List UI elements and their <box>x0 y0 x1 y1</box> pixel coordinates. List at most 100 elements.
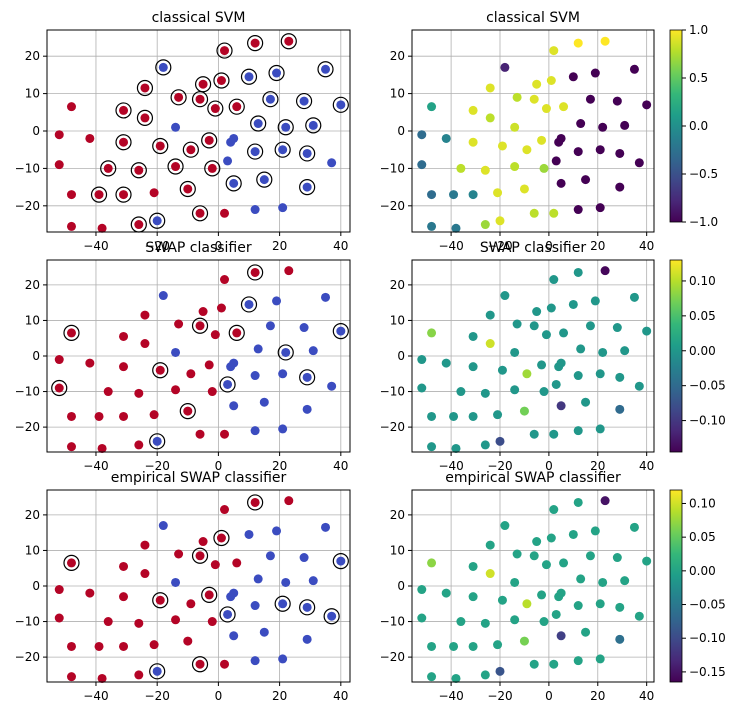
colorbar-tick-label: 0.0 <box>689 119 708 133</box>
support-vector-ring <box>201 586 218 603</box>
support-vector-ring <box>299 599 316 616</box>
data-point <box>232 558 242 568</box>
support-vector-ring <box>149 663 166 680</box>
data-point <box>204 590 214 600</box>
data-point <box>585 94 595 104</box>
data-point <box>259 627 269 637</box>
data-point <box>229 178 239 188</box>
data-point <box>581 397 591 407</box>
data-point <box>468 641 478 651</box>
data-point <box>549 659 559 669</box>
data-point <box>417 130 427 140</box>
support-vector-ring <box>262 91 279 108</box>
data-point <box>519 406 529 416</box>
panel-title: SWAP classifier <box>145 240 252 256</box>
y-tick-label: 0 <box>32 349 40 363</box>
data-point <box>97 443 107 453</box>
data-point <box>195 208 205 218</box>
data-point <box>134 440 144 450</box>
data-point <box>278 369 288 379</box>
data-point <box>590 296 600 306</box>
y-tick-label: 10 <box>25 87 40 101</box>
data-point <box>417 383 427 393</box>
data-point <box>229 631 239 641</box>
data-point <box>539 387 549 397</box>
x-tick-label: 0 <box>215 689 223 703</box>
data-point <box>427 641 437 651</box>
data-point <box>54 613 64 623</box>
support-vector-ring <box>152 592 169 609</box>
data-point <box>223 156 233 166</box>
data-point <box>103 387 113 397</box>
data-point <box>198 307 208 317</box>
data-point <box>480 165 490 175</box>
data-point <box>427 442 437 452</box>
data-point <box>456 387 466 397</box>
data-point <box>485 83 495 93</box>
data-point <box>223 379 233 389</box>
x-tick-label: 20 <box>590 459 605 473</box>
data-point <box>250 38 260 48</box>
data-point <box>451 443 461 453</box>
data-point <box>327 381 337 391</box>
data-point <box>537 590 547 600</box>
data-point <box>250 601 260 611</box>
data-point <box>302 634 312 644</box>
data-point <box>495 436 505 446</box>
data-point <box>510 577 520 587</box>
support-vector-ring <box>170 89 187 106</box>
data-point <box>642 100 652 110</box>
x-tick-label: 20 <box>272 689 287 703</box>
data-point <box>198 79 208 89</box>
data-point <box>441 588 451 598</box>
y-tick-label: 20 <box>390 508 405 522</box>
data-point <box>302 602 312 612</box>
x-tick-label: −40 <box>438 689 463 703</box>
data-point <box>495 216 505 226</box>
support-vector-ring <box>207 100 224 117</box>
data-point <box>541 104 551 114</box>
data-point <box>598 122 608 132</box>
data-point <box>497 365 507 375</box>
data-point <box>171 162 181 172</box>
data-point <box>468 411 478 421</box>
data-point <box>537 135 547 145</box>
support-vector-ring <box>305 117 322 134</box>
data-point <box>539 617 549 627</box>
data-point <box>600 496 610 506</box>
data-point <box>468 561 478 571</box>
data-point <box>186 599 196 609</box>
support-vector-ring <box>100 160 117 177</box>
data-point <box>595 145 605 155</box>
data-point <box>250 147 260 157</box>
support-vector-ring <box>299 145 316 162</box>
data-point <box>210 330 220 340</box>
support-vector-ring <box>247 264 264 281</box>
colorbar-tick-label: −0.05 <box>689 598 726 612</box>
data-point <box>485 310 495 320</box>
data-point <box>174 92 184 102</box>
data-point <box>576 574 586 584</box>
y-tick-label: 20 <box>390 278 405 292</box>
x-tick-label: −40 <box>83 689 108 703</box>
data-point <box>152 666 162 676</box>
data-point <box>493 640 503 650</box>
data-point <box>556 358 566 368</box>
data-point <box>427 672 437 682</box>
data-point <box>171 122 181 132</box>
data-point <box>456 617 466 627</box>
data-point <box>541 330 551 340</box>
data-point <box>427 190 437 200</box>
support-vector-ring <box>191 547 209 564</box>
x-tick-label: 40 <box>639 689 654 703</box>
data-point <box>85 358 95 368</box>
support-vector-ring <box>240 68 258 85</box>
data-point <box>253 344 263 354</box>
data-point <box>529 659 539 669</box>
data-point <box>284 496 294 506</box>
data-point <box>308 346 318 356</box>
data-point <box>250 267 260 277</box>
data-point <box>615 634 625 644</box>
data-point <box>174 549 184 559</box>
